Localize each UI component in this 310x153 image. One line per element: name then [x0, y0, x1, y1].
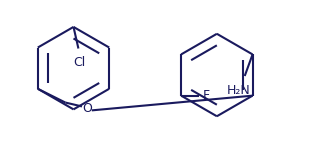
Text: O: O	[82, 102, 92, 115]
Text: F: F	[203, 89, 210, 102]
Text: Cl: Cl	[73, 56, 86, 69]
Text: H₂N: H₂N	[227, 84, 251, 97]
